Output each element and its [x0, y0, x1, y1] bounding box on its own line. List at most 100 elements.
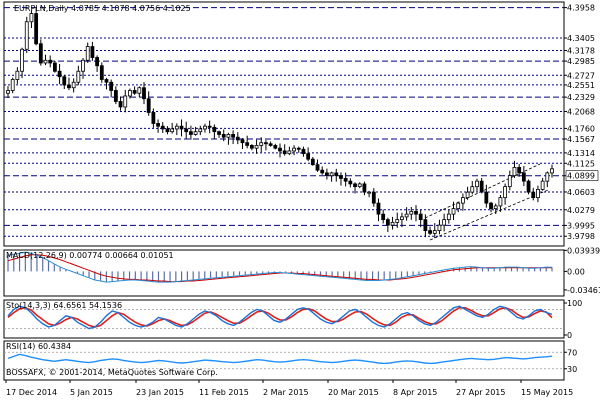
candle-body: [24, 21, 29, 50]
candle-body: [128, 90, 132, 97]
candle-body: [142, 87, 146, 100]
candle-body: [38, 43, 43, 64]
price-label: 4.2551: [567, 81, 595, 90]
macd-axis-label: -0.03461: [567, 286, 600, 295]
time-label: 11 Feb 2015: [199, 388, 249, 397]
candle-body: [245, 142, 250, 146]
candle-body: [306, 153, 311, 160]
candle-body: [296, 147, 301, 150]
candle-body: [48, 59, 53, 64]
candle-body: [67, 84, 71, 89]
candle-body: [301, 148, 306, 155]
candle-body: [442, 219, 447, 226]
candle-body: [437, 224, 442, 232]
candle-body: [446, 213, 451, 221]
price-label: 4.2329: [567, 93, 595, 102]
watermark: BOSSAFX, © 2001-2014, MetaQuotes Softwar…: [6, 368, 218, 377]
symbol-header: EURPLN,Daily 4.0785 4.1078 4.0756 4.1025: [14, 4, 191, 13]
time-label: 5 Jan 2015: [70, 388, 113, 397]
candle-body: [428, 230, 432, 234]
candle-body: [470, 186, 475, 193]
candle-body: [404, 213, 409, 218]
stochastic-main-line: [7, 305, 553, 330]
candle-body: [489, 202, 493, 210]
candle-body: [113, 90, 118, 102]
candle-body: [221, 134, 226, 138]
candle-body: [29, 13, 34, 23]
candle-body: [531, 191, 536, 199]
candle-body: [151, 112, 156, 124]
candle-body: [160, 125, 165, 130]
candle-body: [329, 172, 334, 177]
candle-body: [165, 128, 170, 133]
candle-body: [418, 213, 423, 221]
candle-body: [479, 180, 484, 193]
candle-body: [81, 59, 85, 72]
candle-body: [90, 46, 95, 58]
macd-pane[interactable]: 0.03939 0.00 -0.03461: [3, 246, 600, 297]
candle-body: [207, 125, 212, 128]
candle-body: [320, 169, 325, 174]
candle-body: [109, 81, 114, 91]
stochastic-axis-label: 0: [567, 331, 572, 340]
stochastic-pane[interactable]: 100 0: [3, 299, 582, 340]
stochastic-title: Sto(14,3,3) 64.6561 54.1536: [6, 301, 122, 310]
candle-body: [432, 230, 437, 234]
candle-body: [193, 131, 198, 135]
price-label: 4.1314: [567, 149, 595, 158]
candle-body: [390, 221, 395, 226]
candle-body: [146, 98, 151, 113]
candle-body: [414, 210, 418, 215]
candle-body: [264, 142, 268, 145]
candle-body: [240, 139, 245, 144]
price-label: 4.2727: [567, 71, 595, 80]
candle-body: [465, 191, 470, 199]
candle-body: [43, 59, 48, 64]
rsi-title: RSI(14) 60.4384: [6, 342, 71, 351]
candle-body: [268, 143, 273, 146]
candle-body: [20, 48, 24, 72]
candle-body: [118, 101, 123, 108]
candle-body: [451, 208, 456, 215]
candle-body: [10, 79, 15, 91]
candle-body: [62, 76, 67, 86]
candle-body: [357, 183, 362, 188]
rsi-pane[interactable]: 70 30: [3, 340, 577, 381]
candle-body: [540, 180, 545, 190]
candle-body: [456, 202, 461, 210]
channel-lower: [429, 189, 549, 241]
candle-body: [99, 65, 104, 80]
price-label: 4.0603: [567, 188, 595, 197]
macd-title: MACD(12,26,9) 0.00774 0.00664 0.01051: [6, 251, 174, 260]
candle-body: [385, 219, 390, 226]
candle-body: [339, 175, 343, 179]
candle-body: [507, 175, 512, 188]
candle-body: [371, 191, 376, 204]
candle-body: [526, 180, 531, 193]
candle-body: [203, 125, 207, 130]
candle-body: [198, 128, 203, 133]
current-price-box: [565, 170, 599, 182]
price-label: 4.3958: [567, 4, 595, 13]
candle-body: [310, 158, 315, 166]
candle-body: [57, 70, 62, 78]
candle-body: [381, 213, 386, 221]
macd-axis-label: 0.00: [567, 267, 585, 276]
time-label: 8 Apr 2015: [393, 388, 437, 397]
candle-body: [259, 142, 264, 146]
time-axis: 17 Dec 2014 5 Jan 2015 23 Jan 2015 11 Feb 2…: [5, 380, 573, 397]
candle-body: [409, 210, 414, 215]
candle-body: [324, 172, 329, 177]
candle-body: [273, 145, 278, 149]
macd-axis-label: 0.03939: [567, 246, 600, 255]
candle-body: [179, 125, 184, 130]
candle-body: [52, 62, 57, 72]
candle-body: [184, 128, 189, 133]
candle-body: [76, 70, 81, 83]
candle-body: [460, 197, 465, 204]
time-label: 23 Jan 2015: [136, 388, 184, 397]
time-label: 15 May 2015: [521, 388, 573, 397]
